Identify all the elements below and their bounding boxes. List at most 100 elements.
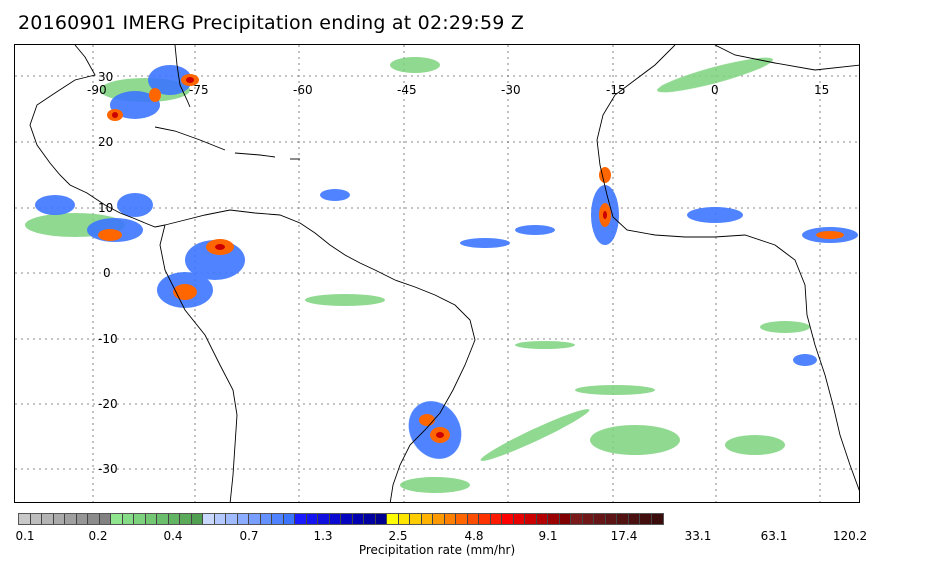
colorbar-swatch	[525, 514, 537, 524]
precip-blob	[35, 195, 75, 215]
colorbar-swatch	[329, 514, 341, 524]
colorbar-swatch	[479, 514, 491, 524]
colorbar-tick-label: 0.7	[239, 529, 259, 543]
colorbar-swatch	[433, 514, 445, 524]
colorbar-swatch	[283, 514, 295, 524]
colorbar-swatch	[398, 514, 410, 524]
colorbar-swatch	[180, 514, 192, 524]
colorbar-tick-label: 4.8	[464, 529, 484, 543]
precip-core	[599, 167, 611, 183]
colorbar-swatch	[444, 514, 456, 524]
colorbar-swatch	[387, 514, 399, 524]
colorbar-tick-label: 17.4	[610, 529, 638, 543]
precip-blob	[460, 238, 510, 248]
coastline-south-america	[164, 209, 476, 502]
latitude-label: -10	[98, 332, 118, 346]
precip-blob	[110, 91, 160, 119]
colorbar-tick-labels: 0.1 0.2 0.4 0.7 1.3 2.5 4.8 9.1 17.4 33.…	[0, 529, 944, 545]
precip-blob	[320, 189, 350, 201]
longitude-label: 0	[711, 83, 719, 97]
latitude-label: -20	[98, 397, 118, 411]
colorbar-swatch	[226, 514, 238, 524]
colorbar-swatch	[421, 514, 433, 524]
colorbar-tick-label: 120.2	[832, 529, 868, 543]
longitude-label: -30	[501, 83, 521, 97]
latitude-label: 20	[98, 135, 113, 149]
colorbar-swatch	[571, 514, 583, 524]
map-title: 20160901 IMERG Precipitation ending at 0…	[18, 12, 525, 34]
coastline-cuba	[154, 126, 226, 151]
colorbar-title: Precipitation rate (mm/hr)	[358, 543, 516, 557]
coastline-florida	[174, 45, 191, 108]
precip-core	[215, 244, 225, 250]
colorbar-swatch	[341, 514, 353, 524]
colorbar-swatch	[76, 514, 88, 524]
colorbar-swatch	[203, 514, 215, 524]
longitude-label: -45	[397, 83, 417, 97]
precipitation-map[interactable]: -90 -75 -60 -45 -30 -15 0 15 30 20 10 0 …	[14, 44, 860, 503]
precip-blob	[305, 294, 385, 306]
precip-blob	[117, 193, 153, 217]
latitude-label: 30	[98, 70, 113, 84]
precip-core	[98, 229, 122, 241]
colorbar-swatch	[375, 514, 387, 524]
colorbar-swatch	[605, 514, 617, 524]
colorbar-swatch	[19, 514, 31, 524]
colorbar-tick-label: 9.1	[538, 529, 558, 543]
colorbar-swatch	[640, 514, 652, 524]
colorbar-tick-label: 0.1	[15, 529, 35, 543]
coastline-south-america-west	[159, 224, 238, 502]
colorbar-swatch	[548, 514, 560, 524]
colorbar-swatch	[364, 514, 376, 524]
longitude-label: -75	[189, 83, 209, 97]
colorbar-swatch	[559, 514, 571, 524]
colorbar-tick-label: 0.2	[88, 529, 108, 543]
map-canvas: -90 -75 -60 -45 -30 -15 0 15 30 20 10 0 …	[15, 45, 859, 502]
precip-core	[816, 231, 844, 239]
colorbar-swatch	[168, 514, 180, 524]
colorbar-tick-label: 63.1	[760, 529, 788, 543]
latitude-labels: 30 20 10 0 -10 -20 -30	[98, 70, 118, 476]
colorbar-swatch	[582, 514, 594, 524]
colorbar-swatch	[352, 514, 364, 524]
colorbar-swatch	[53, 514, 65, 524]
precip-blob	[687, 207, 743, 223]
colorbar-swatch	[249, 514, 261, 524]
coastline-north-america	[29, 45, 166, 228]
longitude-label: 15	[814, 83, 829, 97]
precip-blob	[515, 341, 575, 349]
colorbar-swatch	[214, 514, 226, 524]
precip-blob	[390, 57, 440, 73]
latitude-label: 0	[103, 266, 111, 280]
precipitation-field	[25, 57, 858, 493]
precipitation-colorbar	[18, 513, 664, 525]
colorbar-swatch	[272, 514, 284, 524]
colorbar-swatch	[295, 514, 307, 524]
precip-core	[419, 414, 435, 426]
colorbar-swatch	[318, 514, 330, 524]
colorbar-swatch	[594, 514, 606, 524]
colorbar-swatch	[467, 514, 479, 524]
colorbar-swatch	[157, 514, 169, 524]
precip-core	[603, 211, 607, 219]
colorbar-swatch	[536, 514, 548, 524]
precip-blob	[400, 477, 470, 493]
precip-core	[186, 77, 194, 83]
colorbar-swatch	[88, 514, 100, 524]
colorbar-swatch	[145, 514, 157, 524]
precip-blob	[657, 57, 773, 93]
coastline-hispaniola	[234, 152, 276, 158]
colorbar-swatch	[513, 514, 525, 524]
colorbar-tick-label: 2.5	[388, 529, 408, 543]
colorbar-swatch	[502, 514, 514, 524]
latitude-label: -30	[98, 462, 118, 476]
coastline-africa	[596, 45, 859, 491]
longitude-label: -90	[87, 83, 107, 97]
colorbar-swatch	[260, 514, 272, 524]
colorbar-swatch	[111, 514, 123, 524]
colorbar-swatch	[490, 514, 502, 524]
colorbar-swatch	[191, 514, 203, 524]
longitude-label: -15	[606, 83, 626, 97]
colorbar-swatch	[134, 514, 146, 524]
precip-core	[436, 432, 444, 438]
